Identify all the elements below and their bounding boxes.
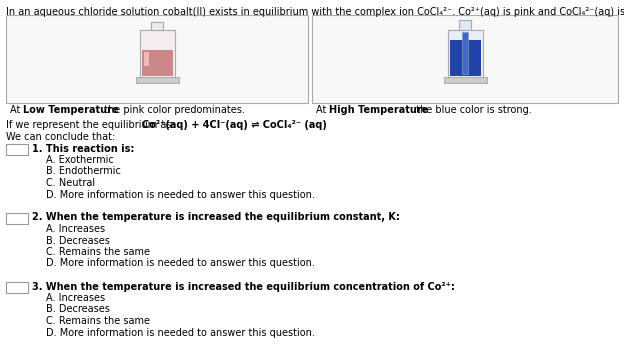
- Bar: [459, 20, 471, 30]
- Bar: [140, 30, 175, 78]
- Text: Co²⁺(aq) + 4Cl⁻(aq) ⇌ CoCl₄²⁻ (aq): Co²⁺(aq) + 4Cl⁻(aq) ⇌ CoCl₄²⁻ (aq): [142, 120, 327, 131]
- Bar: [444, 77, 487, 83]
- Bar: [6, 144, 28, 154]
- Text: 2. When the temperature is increased the equilibrium constant, K:: 2. When the temperature is increased the…: [32, 212, 400, 223]
- Text: the pink color predominates.: the pink color predominates.: [101, 105, 245, 115]
- Text: D. More information is needed to answer this question.: D. More information is needed to answer …: [46, 190, 315, 199]
- Text: 3. When the temperature is increased the equilibrium concentration of Co²⁺:: 3. When the temperature is increased the…: [32, 282, 455, 291]
- Text: the blue color is strong.: the blue color is strong.: [413, 105, 532, 115]
- Text: At: At: [10, 105, 24, 115]
- Text: C. Neutral: C. Neutral: [46, 178, 95, 188]
- Bar: [6, 282, 28, 292]
- Text: A. Increases: A. Increases: [46, 293, 105, 303]
- Text: A. Increases: A. Increases: [46, 224, 105, 234]
- Bar: [312, 15, 618, 103]
- Text: In an aqueous chloride solution cobalt(II) exists in equilibrium with the comple: In an aqueous chloride solution cobalt(I…: [6, 7, 624, 17]
- Bar: [450, 40, 481, 76]
- Text: C. Remains the same: C. Remains the same: [46, 316, 150, 326]
- Bar: [151, 22, 163, 30]
- Bar: [144, 52, 149, 66]
- Text: At: At: [316, 105, 329, 115]
- Bar: [462, 32, 468, 74]
- Text: B. Decreases: B. Decreases: [46, 305, 110, 314]
- Text: C. Remains the same: C. Remains the same: [46, 247, 150, 257]
- Text: 1. This reaction is:: 1. This reaction is:: [32, 144, 134, 153]
- Text: We can conclude that:: We can conclude that:: [6, 132, 115, 142]
- Bar: [6, 212, 28, 224]
- Text: D. More information is needed to answer this question.: D. More information is needed to answer …: [46, 258, 315, 269]
- Bar: [136, 77, 179, 83]
- Bar: [6, 15, 308, 103]
- Text: A. Exothermic: A. Exothermic: [46, 155, 114, 165]
- Text: B. Decreases: B. Decreases: [46, 236, 110, 245]
- Bar: [142, 50, 173, 76]
- Bar: [448, 30, 483, 78]
- Text: If we represent the equilibrium as:: If we represent the equilibrium as:: [6, 120, 184, 131]
- Text: B. Endothermic: B. Endothermic: [46, 166, 121, 177]
- Text: D. More information is needed to answer this question.: D. More information is needed to answer …: [46, 327, 315, 338]
- Text: High Temperature: High Temperature: [329, 105, 428, 115]
- Text: Low Temperature: Low Temperature: [23, 105, 119, 115]
